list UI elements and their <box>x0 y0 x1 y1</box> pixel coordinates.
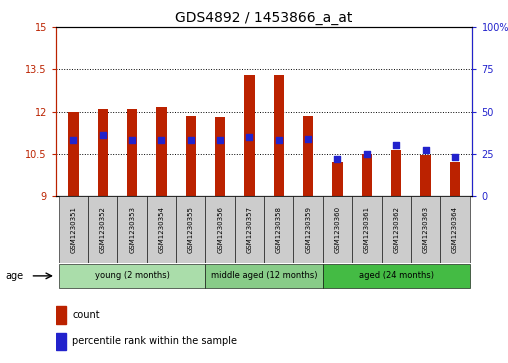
Bar <box>56 306 66 324</box>
Bar <box>127 109 137 196</box>
Bar <box>156 107 167 196</box>
Text: GDS4892 / 1453866_a_at: GDS4892 / 1453866_a_at <box>175 11 353 25</box>
Bar <box>323 196 352 263</box>
Bar <box>235 196 264 263</box>
Bar <box>264 196 294 263</box>
Bar <box>59 196 88 263</box>
Text: GSM1230362: GSM1230362 <box>393 206 399 253</box>
Point <box>245 134 253 140</box>
Point <box>216 138 224 143</box>
Text: GSM1230364: GSM1230364 <box>452 206 458 253</box>
Bar <box>323 264 469 288</box>
Point <box>275 138 283 143</box>
Bar <box>450 162 460 196</box>
Bar <box>391 150 401 196</box>
Bar <box>352 196 382 263</box>
Bar <box>117 196 147 263</box>
Text: young (2 months): young (2 months) <box>94 272 170 280</box>
Point <box>99 132 107 138</box>
Text: GSM1230358: GSM1230358 <box>276 206 282 253</box>
Text: GSM1230359: GSM1230359 <box>305 206 311 253</box>
Bar <box>98 109 108 196</box>
Text: GSM1230360: GSM1230360 <box>334 206 340 253</box>
Text: GSM1230351: GSM1230351 <box>71 206 77 253</box>
Point <box>304 136 312 142</box>
Text: GSM1230363: GSM1230363 <box>423 206 429 253</box>
Point <box>363 151 371 157</box>
Text: GSM1230352: GSM1230352 <box>100 206 106 253</box>
Bar <box>69 112 79 196</box>
Point <box>157 138 166 143</box>
Text: middle aged (12 months): middle aged (12 months) <box>211 272 318 280</box>
Point <box>187 138 195 143</box>
Bar <box>420 155 431 196</box>
Text: GSM1230361: GSM1230361 <box>364 206 370 253</box>
Point <box>128 138 136 143</box>
Bar <box>206 264 323 288</box>
Text: age: age <box>5 271 23 281</box>
Text: GSM1230354: GSM1230354 <box>158 206 165 253</box>
Bar <box>206 196 235 263</box>
Bar <box>59 264 206 288</box>
Bar <box>56 333 66 350</box>
Bar <box>215 117 225 196</box>
Point <box>422 147 430 153</box>
Text: GSM1230356: GSM1230356 <box>217 206 223 253</box>
Bar <box>332 162 342 196</box>
Bar <box>382 196 411 263</box>
Bar <box>411 196 440 263</box>
Bar <box>303 116 313 196</box>
Point <box>333 156 341 162</box>
Bar <box>244 75 255 196</box>
Text: GSM1230355: GSM1230355 <box>188 206 194 253</box>
Bar <box>186 116 196 196</box>
Bar <box>274 75 284 196</box>
Point <box>451 154 459 160</box>
Text: percentile rank within the sample: percentile rank within the sample <box>72 336 237 346</box>
Bar <box>88 196 117 263</box>
Point <box>392 142 400 148</box>
Bar <box>147 196 176 263</box>
Text: GSM1230357: GSM1230357 <box>246 206 252 253</box>
Text: GSM1230353: GSM1230353 <box>129 206 135 253</box>
Bar <box>294 196 323 263</box>
Bar <box>440 196 469 263</box>
Text: aged (24 months): aged (24 months) <box>359 272 434 280</box>
Bar <box>362 154 372 196</box>
Point <box>70 138 78 143</box>
Text: count: count <box>72 310 100 320</box>
Bar <box>176 196 206 263</box>
